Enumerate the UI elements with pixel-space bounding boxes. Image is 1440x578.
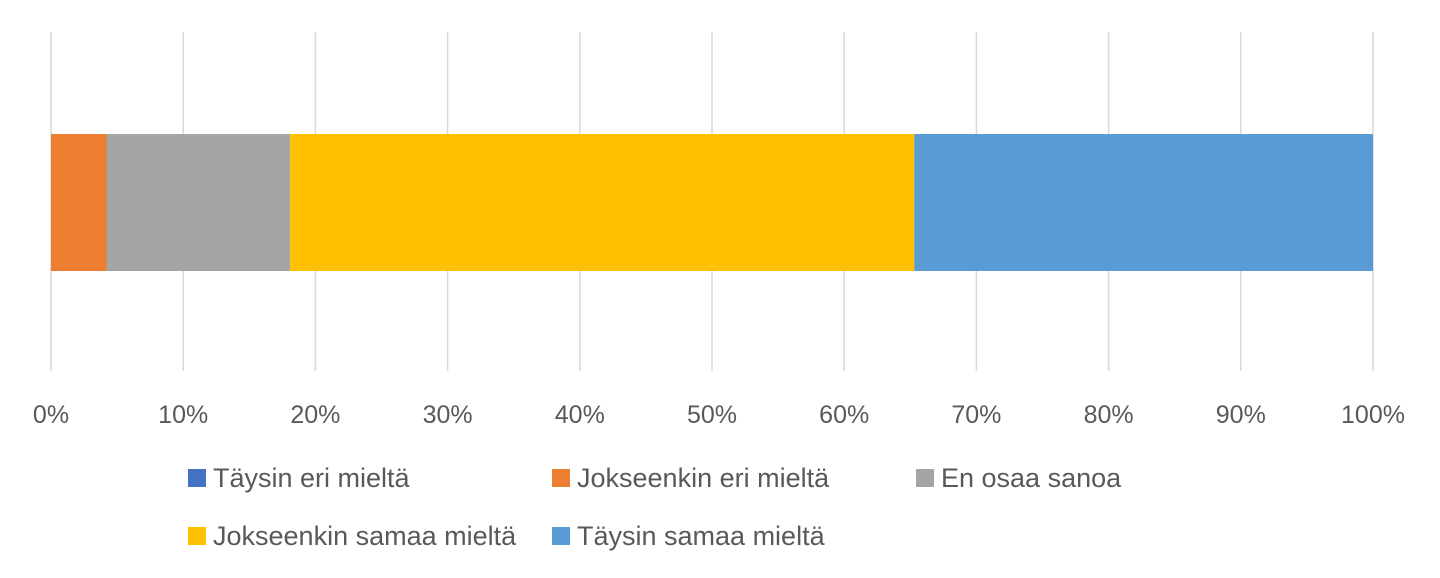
bar-segment-3	[106, 134, 291, 271]
bar-segment-4	[290, 134, 915, 271]
x-axis-tick-labels: 0% 10% 20% 30% 40% 50% 60% 70% 80% 90% 100%	[33, 401, 1405, 429]
legend-label: Täysin samaa mieltä	[577, 521, 826, 551]
legend: Täysin eri mieltä Jokseenkin eri mieltä En…	[188, 463, 1122, 551]
bar-segments	[51, 134, 1373, 271]
legend-label: Jokseenkin eri mieltä	[577, 463, 830, 493]
legend-label: Täysin eri mieltä	[213, 463, 411, 493]
legend-swatch	[188, 527, 206, 545]
x-tick-label: 30%	[423, 401, 473, 429]
x-tick-label: 0%	[33, 401, 69, 429]
legend-swatch	[188, 469, 206, 487]
legend-label: En osaa sanoa	[941, 463, 1122, 493]
legend-label: Jokseenkin samaa mieltä	[213, 521, 517, 551]
legend-swatch	[552, 527, 570, 545]
bar-segment-5	[914, 134, 1373, 271]
x-tick-label: 80%	[1084, 401, 1134, 429]
x-tick-label: 50%	[687, 401, 737, 429]
bar-segment-2	[51, 134, 107, 271]
x-tick-label: 100%	[1341, 401, 1405, 429]
legend-swatch	[552, 469, 570, 487]
x-tick-label: 60%	[819, 401, 869, 429]
x-tick-label: 70%	[951, 401, 1001, 429]
x-tick-label: 10%	[158, 401, 208, 429]
x-tick-label: 40%	[555, 401, 605, 429]
legend-swatch	[916, 469, 934, 487]
x-tick-label: 20%	[290, 401, 340, 429]
x-tick-label: 90%	[1216, 401, 1266, 429]
